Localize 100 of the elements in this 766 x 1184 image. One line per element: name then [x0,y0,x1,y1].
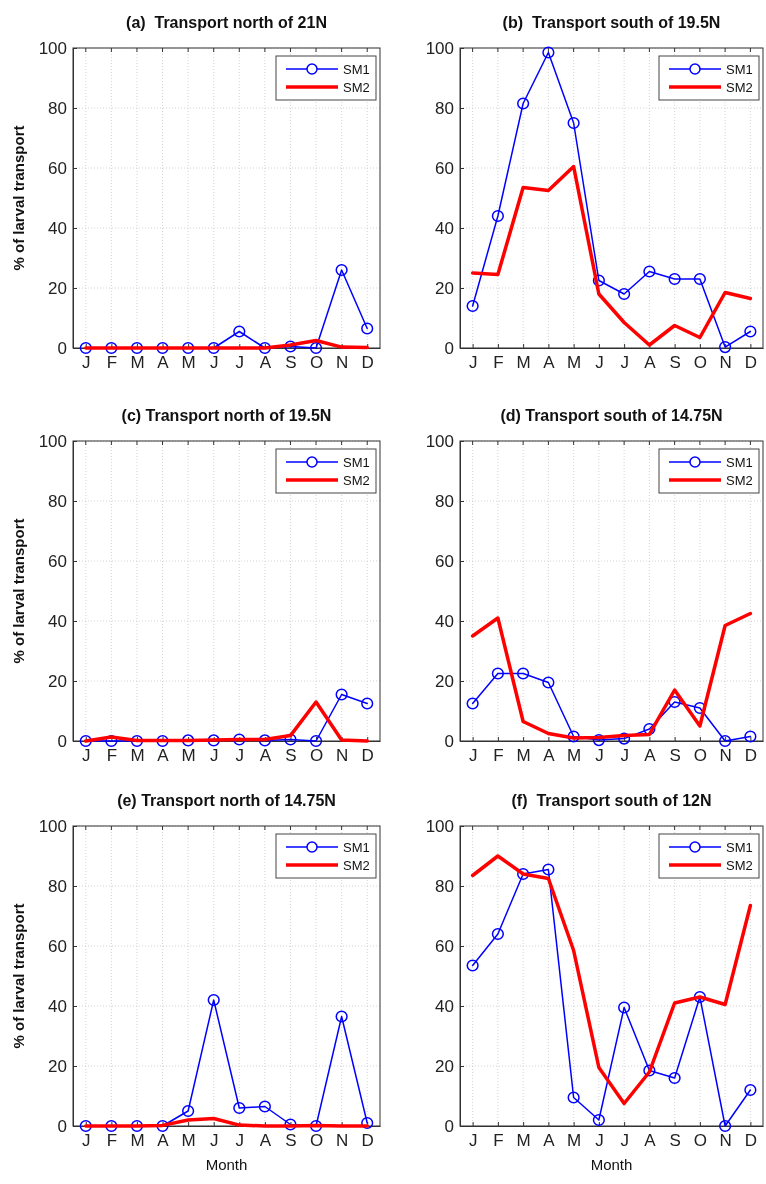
point [693,272,706,286]
line-series [470,854,753,1106]
x-tick-label: A [259,353,272,373]
x-tick-label: S [285,746,297,766]
point [233,325,246,338]
point [567,116,580,130]
y-tick-label: 80 [435,98,454,118]
line-series [470,611,753,740]
y-tick-label: 40 [48,218,67,238]
x-tick-label: A [644,1131,657,1151]
x-tick-label: J [82,746,91,766]
legend-label: SM2 [343,858,370,873]
x-tick-label: O [309,746,324,766]
x-tick-label: A [157,353,170,373]
point [592,734,605,747]
chart-title: (b) Transport south of 19.5N [502,14,721,31]
point [105,341,118,355]
x-tick-label: J [209,746,219,766]
x-tick-label: A [644,746,657,766]
x-tick-label: M [181,353,196,373]
legend-label: SM2 [343,473,370,488]
point [284,340,297,353]
y-tick-label: 100 [38,431,67,451]
y-tick-label: 60 [435,936,454,956]
point [309,734,323,748]
point [618,732,631,745]
x-tick-label: A [644,353,657,373]
point [284,1118,297,1131]
point [618,287,631,301]
x-tick-label: M [567,746,582,766]
point [182,341,195,355]
x-tick-label: J [620,1131,629,1151]
point [643,722,656,736]
x-tick-label: O [309,1131,324,1151]
x-tick-label: J [595,746,604,766]
x-tick-label: A [157,746,170,766]
point [207,341,220,355]
x-tick-label: J [595,1131,604,1151]
chart-title: (a) Transport north of 21N [126,14,327,31]
y-tick-label: 100 [425,431,454,451]
x-tick-label: M [181,746,196,766]
point [182,734,195,747]
point [233,1101,246,1115]
y-axis-title: % of larval transport [10,125,27,271]
x-tick-label: S [285,1131,297,1151]
y-tick-label: 40 [435,611,454,631]
line-series [470,164,753,347]
y-tick-label: 80 [48,491,67,511]
y-tick-label: 0 [444,731,454,751]
point [618,1001,631,1014]
x-tick-label: A [259,1131,272,1151]
point [156,341,169,355]
y-tick-label: 0 [57,1116,67,1136]
point [258,341,271,355]
point [207,993,220,1007]
x-tick-label: F [493,746,504,766]
x-tick-label: J [468,353,478,373]
x-tick-label: J [620,353,629,373]
chart-title: (f) Transport south of 12N [511,792,712,809]
x-tick-label: F [493,353,504,373]
x-axis-title: Month [205,1156,248,1173]
x-tick-label: A [259,746,272,766]
x-tick-label: D [744,353,758,373]
legend-label: SM1 [343,840,370,855]
point [744,325,757,338]
y-tick-label: 100 [425,816,454,836]
point [491,209,504,223]
x-tick-label: O [693,746,707,766]
x-tick-label: J [82,353,91,373]
point [258,1100,271,1113]
point [719,1119,732,1133]
x-tick-label: O [309,353,324,373]
chart-title: (c) Transport north of 19.5N [121,407,332,424]
point [335,688,348,701]
x-tick-label: D [361,746,374,766]
point [517,97,530,110]
y-tick-label: 80 [48,876,67,896]
y-tick-label: 0 [57,731,67,751]
y-tick-label: 60 [48,936,67,956]
point [335,263,348,277]
point [130,734,144,748]
legend-label: SM1 [343,455,370,470]
point [719,341,732,354]
point [466,299,479,313]
point [592,274,605,287]
point [105,1119,118,1133]
legend-label: SM1 [343,62,370,77]
y-tick-label: 20 [48,671,67,691]
x-tick-label: S [669,746,681,766]
y-tick-label: 20 [435,671,454,691]
point [693,990,706,1004]
point [668,695,681,709]
legend-label: SM2 [343,80,370,95]
x-tick-label: O [693,353,707,373]
point [130,1119,144,1133]
x-tick-label: N [719,353,732,373]
line-series [84,700,369,743]
x-tick-label: N [719,1131,732,1151]
point [182,1104,195,1118]
point [105,734,118,748]
